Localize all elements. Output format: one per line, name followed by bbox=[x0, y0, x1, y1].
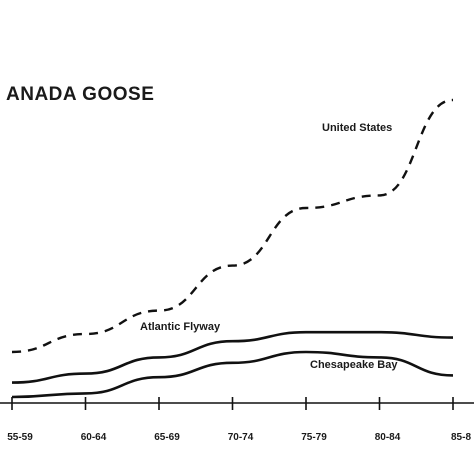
x-tick-label: 60-64 bbox=[81, 432, 107, 443]
series-line-chesapeake-bay bbox=[11, 350, 454, 399]
series-label-chesapeake-bay: Chesapeake Bay bbox=[310, 359, 398, 371]
series-line-atlantic-flyway bbox=[11, 330, 454, 384]
x-tick-label: 75-79 bbox=[301, 432, 327, 443]
x-tick-label: 85-8 bbox=[451, 432, 471, 443]
plot-area bbox=[11, 98, 454, 399]
x-tick-label: 55-59 bbox=[7, 432, 33, 443]
series-line-united-states bbox=[11, 98, 454, 354]
x-axis-ticks: 55-59 60-64 65-69 70-74 75-79 80-84 85-8 bbox=[7, 397, 471, 443]
x-tick-label: 65-69 bbox=[154, 432, 180, 443]
x-tick-label: 70-74 bbox=[228, 432, 254, 443]
series-label-united-states: United States bbox=[322, 122, 392, 134]
series-label-atlantic-flyway: Atlantic Flyway bbox=[140, 321, 221, 333]
x-tick-label: 80-84 bbox=[375, 432, 401, 443]
chart-title: ANADA GOOSE bbox=[6, 84, 154, 105]
